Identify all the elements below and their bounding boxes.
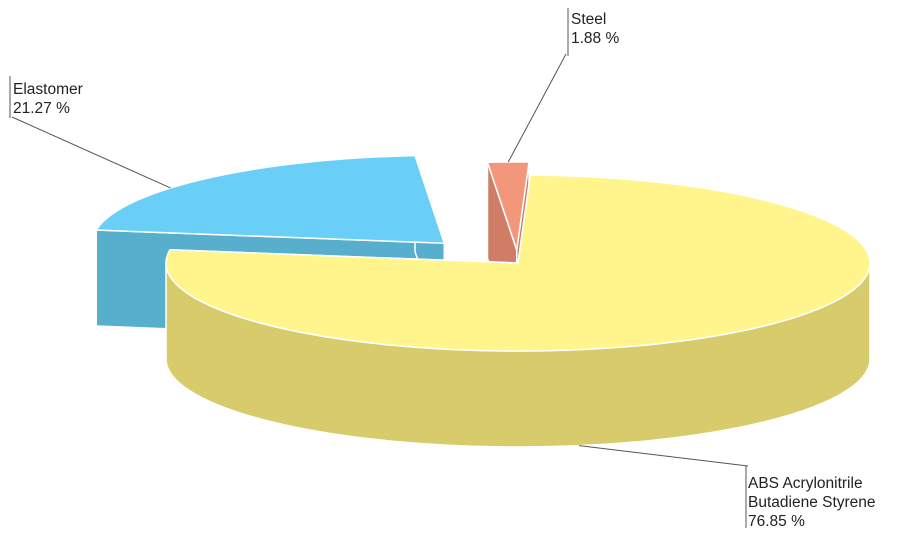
- slice-value-elastomer: 21.27 %: [13, 100, 70, 117]
- slice-name-abs-line2: Butadiene Styrene: [748, 494, 876, 511]
- slice-abs-top: [165, 174, 871, 352]
- slice-elastomer-top: [95, 154, 446, 245]
- slice-label-abs: ABS Acrylonitrile Butadiene Styrene 76.8…: [748, 475, 880, 530]
- slice-label-elastomer: Elastomer 21.27 %: [13, 81, 87, 117]
- slice-labels: Steel 1.88 % Elastomer 21.27 % ABS Acryl…: [13, 11, 880, 530]
- slice-label-steel: Steel 1.88 %: [571, 11, 619, 47]
- leader-lines: [9, 8, 749, 528]
- leader-steel: [507, 53, 567, 163]
- slice-name-elastomer: Elastomer: [13, 81, 83, 98]
- leader-abs: [579, 445, 749, 467]
- leader-elastomer: [11, 116, 171, 189]
- slice-name-steel: Steel: [571, 11, 606, 28]
- pie-slices: [95, 154, 871, 448]
- slice-value-steel: 1.88 %: [571, 30, 619, 47]
- slice-name-abs-line1: ABS Acrylonitrile: [748, 475, 863, 492]
- slice-value-abs: 76.85 %: [748, 513, 805, 530]
